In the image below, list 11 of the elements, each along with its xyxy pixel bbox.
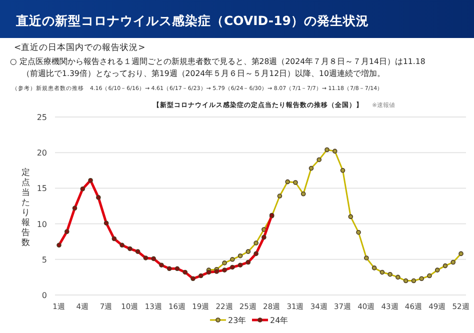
y-tick-label: 5	[42, 255, 47, 264]
text: <直近の日本国内での報告状況>	[14, 42, 146, 53]
y-tick-label: 10	[36, 220, 47, 229]
legend-label: 24年	[270, 316, 288, 325]
y-tick-label: 20	[36, 148, 47, 158]
chart-title: 直近の新型コロナウイルス感染症（COVID-19）の発生状況	[15, 13, 369, 28]
legend-label: 23年	[228, 316, 246, 325]
y-tick-label: 15	[36, 184, 47, 194]
y-tick-label: 25	[36, 113, 47, 122]
y-tick-label: 0	[42, 291, 47, 300]
y-axis-title: 定点当たり報告数	[22, 167, 30, 248]
